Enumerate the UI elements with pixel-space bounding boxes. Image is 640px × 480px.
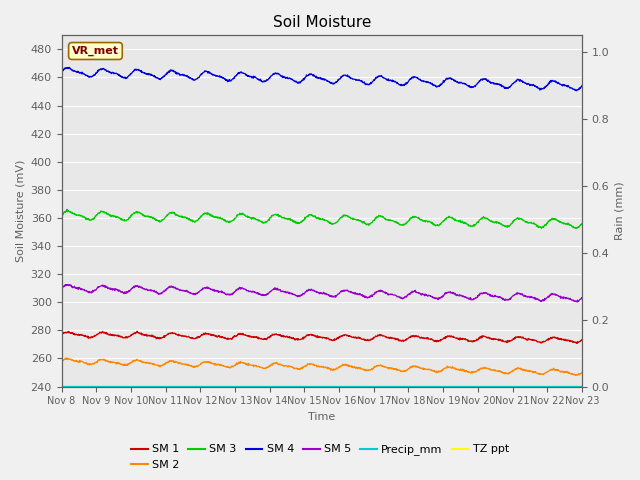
Y-axis label: Soil Moisture (mV): Soil Moisture (mV): [15, 160, 25, 262]
Text: VR_met: VR_met: [72, 46, 119, 56]
Title: Soil Moisture: Soil Moisture: [273, 15, 371, 30]
Y-axis label: Rain (mm): Rain (mm): [615, 181, 625, 240]
X-axis label: Time: Time: [308, 412, 335, 422]
Legend: SM 1, SM 2, SM 3, SM 4, SM 5, Precip_mm, TZ ppt: SM 1, SM 2, SM 3, SM 4, SM 5, Precip_mm,…: [127, 440, 513, 474]
